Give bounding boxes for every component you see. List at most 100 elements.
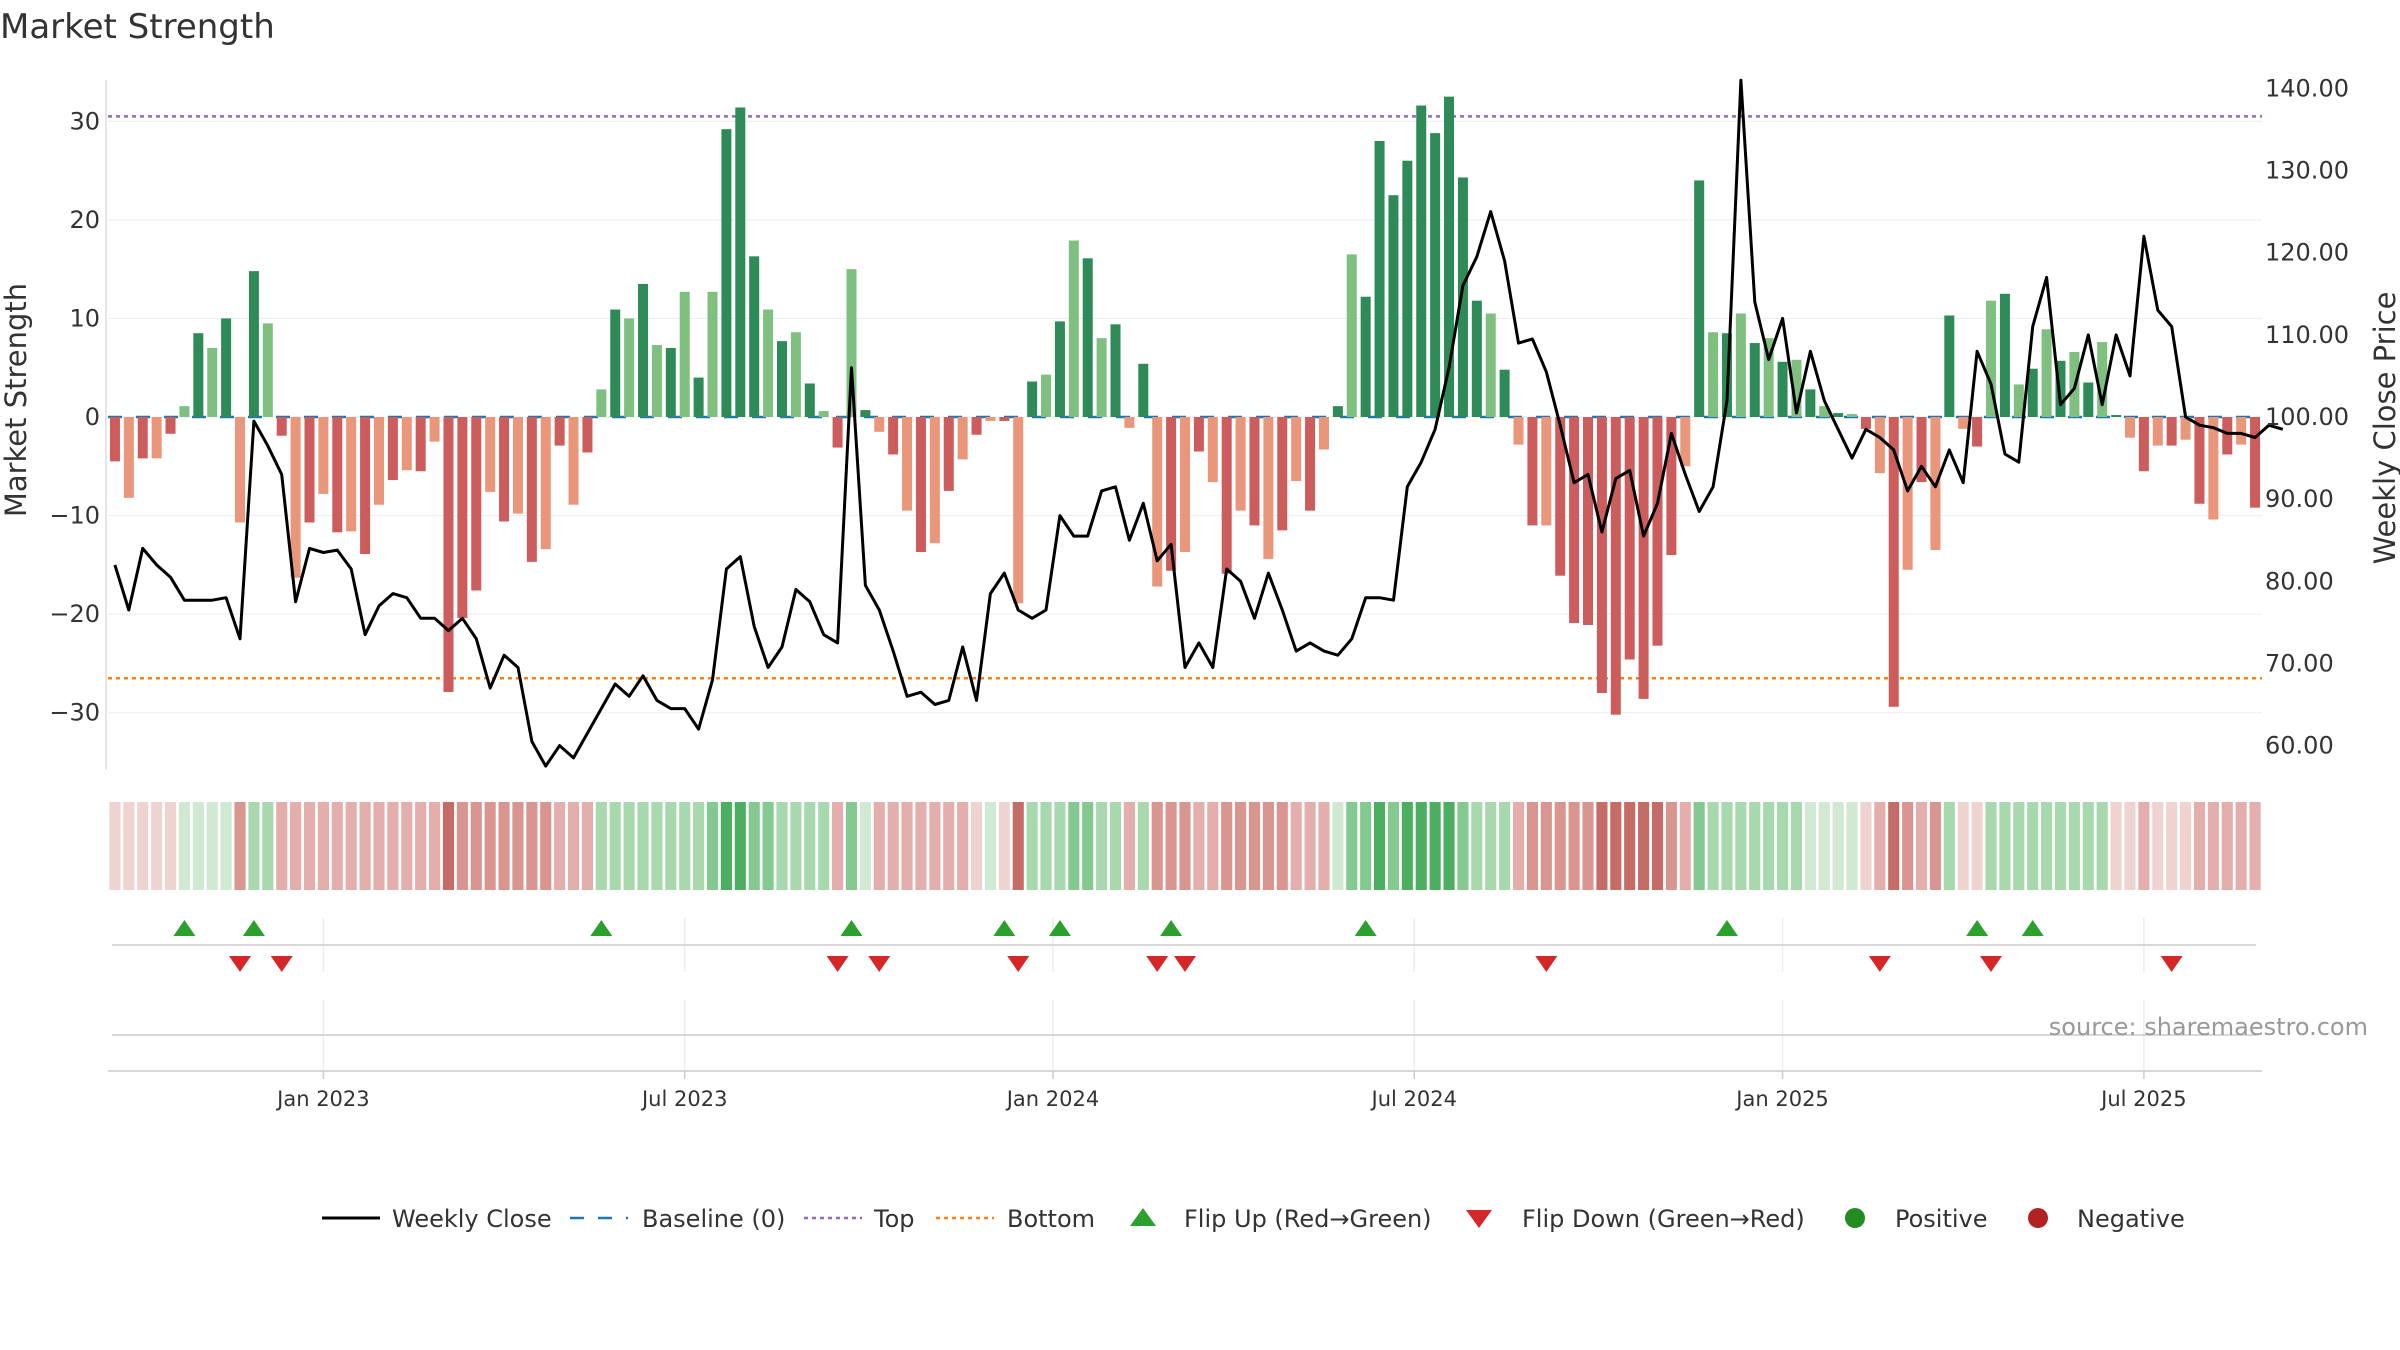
strip-cell — [2221, 802, 2233, 890]
strength-bar — [860, 410, 871, 417]
strength-bar — [596, 389, 607, 417]
strength-bar — [1513, 417, 1524, 445]
strip-cell — [2180, 802, 2192, 890]
strip-cell — [2054, 802, 2067, 890]
strip-cell — [1665, 802, 1677, 890]
strength-bar — [1624, 417, 1635, 660]
strength-bar — [1791, 359, 1802, 417]
strength-bar — [985, 417, 996, 421]
strength-bar — [193, 333, 204, 417]
strip-cell — [1902, 802, 1914, 890]
strip-cell — [1763, 802, 1775, 890]
strength-bar — [1902, 417, 1913, 570]
strip-cell — [206, 802, 218, 890]
strip-cell — [387, 802, 399, 890]
x-tick-label: Jan 2023 — [275, 1087, 370, 1111]
strength-bar — [1013, 417, 1024, 604]
strength-bar — [1777, 361, 1788, 417]
strip-cell — [1777, 802, 1789, 890]
strength-bar — [2138, 417, 2149, 472]
strength-bar — [554, 417, 565, 446]
strength-bar — [804, 383, 815, 417]
strip-cell — [164, 802, 177, 890]
strength-bar — [346, 417, 357, 532]
strength-bar — [1416, 105, 1427, 417]
strength-bar — [1179, 417, 1191, 553]
right-tick-label: 140.00 — [2265, 74, 2349, 102]
right-axis-label: Weekly Close Price — [2368, 292, 2400, 565]
strip-cell — [1888, 802, 1900, 890]
strip-cell — [1735, 802, 1747, 890]
flip-up-marker — [1715, 920, 1738, 936]
strip-cell — [1137, 802, 1149, 890]
strip-cell — [2193, 802, 2206, 890]
strip-cell — [123, 802, 135, 890]
strength-bar — [123, 417, 134, 498]
strength-bar — [2055, 360, 2066, 417]
strip-cell — [1874, 802, 1886, 890]
x-tick-label: Jul 2024 — [1370, 1087, 1457, 1111]
strip-cell — [1818, 802, 1830, 890]
strip-cell — [1179, 802, 1191, 890]
strip-cell — [1929, 802, 1941, 890]
strength-bar — [832, 417, 843, 448]
strip-cell — [540, 802, 552, 890]
legend-label: Weekly Close — [392, 1205, 552, 1233]
strip-cell — [1943, 802, 1955, 890]
left-tick-label: 30 — [69, 107, 100, 135]
strength-bar — [1666, 417, 1677, 555]
right-y-ticks: 140.00 130.00 120.00 110.00 100.00 90.00 80.00… — [2265, 74, 2349, 759]
strip-cell — [1693, 802, 1705, 890]
strength-bar — [457, 417, 468, 619]
strip-cell — [1846, 802, 1858, 890]
strip-cell — [943, 802, 955, 890]
strip-cell — [1235, 802, 1247, 890]
legend-label: Positive — [1895, 1205, 1988, 1233]
strip-cell — [1290, 802, 1302, 890]
strip-cell — [1443, 802, 1455, 890]
strip-cell — [720, 802, 732, 890]
strip-cell — [317, 802, 329, 890]
weekly-close-line — [113, 78, 2284, 768]
strength-bar — [179, 406, 190, 417]
left-tick-label: 0 — [85, 403, 100, 431]
strip-cell — [1999, 802, 2011, 890]
strength-bar — [415, 417, 426, 472]
strength-bar — [874, 417, 885, 432]
left-tick-label: −30 — [49, 699, 100, 727]
strip-cell — [303, 802, 316, 890]
strip-cell — [1610, 802, 1622, 890]
strip-cell — [554, 802, 566, 890]
strength-bar — [582, 417, 593, 453]
strength-bar — [1277, 417, 1288, 531]
strength-bar — [1860, 417, 1871, 429]
strip-cell — [1040, 802, 1052, 890]
strip-cell — [456, 802, 468, 890]
strength-bar — [1833, 413, 1844, 417]
strip-cell — [1971, 802, 1983, 890]
strength-bar — [276, 417, 287, 436]
flip-up-marker — [840, 920, 863, 936]
strip-cell — [1318, 802, 1330, 890]
strip-cell — [290, 802, 302, 890]
strip-cell — [526, 802, 538, 890]
strip-cell — [2138, 802, 2150, 890]
strip-cell — [970, 802, 983, 890]
strip-cell — [470, 802, 482, 890]
strength-bar — [2222, 417, 2233, 455]
strip-cell — [1804, 802, 1816, 890]
strength-bar — [651, 345, 662, 417]
flip-up-marker — [242, 920, 265, 936]
strip-cell — [567, 802, 580, 890]
strip-cell — [276, 802, 288, 890]
strength-bar — [1680, 417, 1691, 467]
strength-bar — [1916, 417, 1927, 483]
strip-cell — [1387, 802, 1400, 890]
right-tick-label: 70.00 — [2265, 649, 2334, 677]
strip-cell — [1012, 802, 1024, 890]
strength-bar — [1263, 417, 1274, 559]
strip-cell — [998, 802, 1010, 890]
strip-cell — [1596, 802, 1608, 890]
strip-cell — [1373, 802, 1386, 890]
legend-label: Negative — [2077, 1205, 2185, 1233]
